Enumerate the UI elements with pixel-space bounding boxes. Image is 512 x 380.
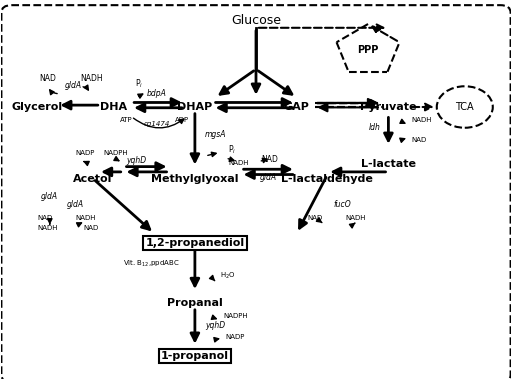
Text: gldA: gldA: [67, 200, 84, 209]
Text: NAD: NAD: [83, 225, 98, 231]
Text: NAD: NAD: [39, 74, 56, 82]
Text: Pyruvate: Pyruvate: [360, 102, 417, 112]
Text: NAD: NAD: [411, 137, 426, 143]
Text: DHA: DHA: [100, 102, 127, 112]
Text: P$_i$: P$_i$: [228, 143, 236, 156]
Text: NADH: NADH: [345, 215, 366, 221]
Text: ATP: ATP: [120, 117, 133, 123]
Text: Vit. B$_{12}$,ppdABC: Vit. B$_{12}$,ppdABC: [123, 258, 180, 269]
Text: NADH: NADH: [75, 215, 96, 221]
Text: NAD: NAD: [307, 215, 322, 221]
Text: Acetol: Acetol: [73, 174, 113, 184]
Text: gldA: gldA: [65, 81, 82, 90]
Text: L-lactate: L-lactate: [361, 158, 416, 169]
Text: NADH: NADH: [228, 160, 248, 166]
Text: PPP: PPP: [357, 46, 379, 55]
Text: 1-propanol: 1-propanol: [161, 351, 229, 361]
Text: ldh: ldh: [369, 124, 381, 132]
Text: yqhD: yqhD: [126, 156, 146, 165]
Text: 1,2-propanediol: 1,2-propanediol: [145, 238, 244, 248]
Text: mgsA: mgsA: [205, 130, 227, 139]
Text: NADH: NADH: [37, 225, 57, 231]
Text: Propanal: Propanal: [167, 298, 223, 308]
Text: DHAP: DHAP: [177, 102, 212, 112]
Text: NADP: NADP: [76, 150, 95, 156]
Text: NAD: NAD: [261, 155, 278, 164]
Text: bdpA: bdpA: [147, 89, 166, 98]
Text: gldA: gldA: [41, 192, 58, 201]
Text: NADH: NADH: [80, 74, 103, 82]
Text: ADP: ADP: [175, 117, 189, 123]
Text: NADH: NADH: [411, 117, 432, 123]
Text: TCA: TCA: [456, 102, 474, 112]
Text: gldA: gldA: [260, 173, 278, 182]
Text: Methylglyoxal: Methylglyoxal: [151, 174, 239, 184]
Text: yqhD: yqhD: [205, 321, 225, 330]
Text: Glucose: Glucose: [231, 14, 281, 27]
Text: NADPH: NADPH: [223, 313, 247, 319]
Text: NAD: NAD: [37, 215, 52, 221]
Text: L-lactaldehyde: L-lactaldehyde: [282, 174, 373, 184]
Text: Glycerol: Glycerol: [11, 102, 62, 112]
Text: GAP: GAP: [284, 102, 310, 112]
Text: H$_2$O: H$_2$O: [220, 271, 236, 281]
Text: NADPH: NADPH: [103, 150, 129, 156]
Text: cg1474: cg1474: [143, 121, 170, 127]
Text: fucO: fucO: [334, 200, 351, 209]
Text: P$_i$: P$_i$: [135, 77, 143, 90]
Text: NADP: NADP: [225, 334, 245, 340]
